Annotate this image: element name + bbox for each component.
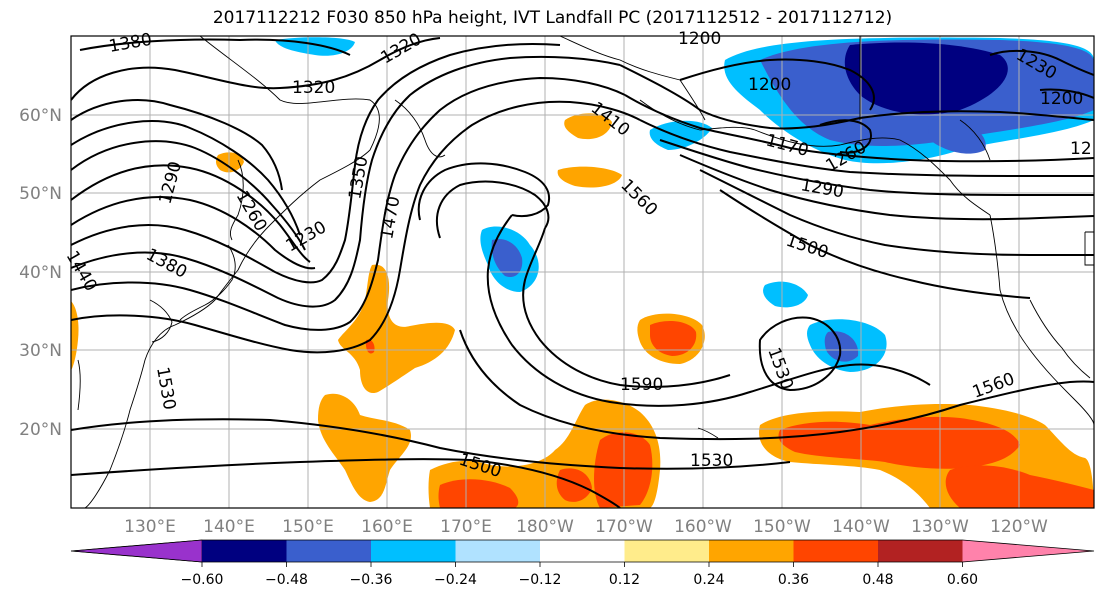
lat-label: 20°N: [19, 420, 62, 440]
lon-label: 150°W: [753, 517, 811, 537]
colorbar-tick: 0.48: [862, 572, 893, 588]
colorbar-segment: [286, 540, 371, 562]
map-title: 2017112212 F030 850 hPa height, IVT Land…: [212, 8, 893, 28]
lat-label: 60°N: [19, 106, 62, 126]
contour-label: 1590: [620, 375, 663, 395]
lon-label: 160°E: [361, 517, 413, 537]
lon-label: 170°W: [595, 517, 653, 537]
lon-label: 160°W: [674, 517, 732, 537]
lon-label: 140°E: [203, 517, 255, 537]
colorbar-tick: 0.60: [947, 572, 978, 588]
lat-label: 50°N: [19, 184, 62, 204]
colorbar: −0.60 −0.48 −0.36 −0.24 −0.12 0.12 0.24 …: [70, 539, 1095, 588]
lon-axis: 130°E 140°E 150°E 160°E 170°E 180°W 170°…: [124, 517, 1048, 537]
lat-label: 30°N: [19, 341, 62, 361]
lon-label: 170°E: [440, 517, 492, 537]
colorbar-segment: [709, 540, 794, 562]
colorbar-segment: [202, 540, 287, 562]
contour-label: 1200: [1040, 89, 1083, 109]
colorbar-segment: [878, 540, 963, 562]
lat-label: 40°N: [19, 263, 62, 283]
ivt-shading: [71, 37, 1094, 508]
contour-label: 1200: [748, 75, 791, 95]
colorbar-tick: −0.24: [434, 572, 477, 588]
colorbar-tick: 0.36: [778, 572, 809, 588]
colorbar-tick: 0.12: [609, 572, 640, 588]
colorbar-tick: −0.12: [519, 572, 562, 588]
colorbar-tick: 0.24: [693, 572, 724, 588]
lat-axis: 60°N 50°N 40°N 30°N 20°N: [19, 106, 62, 440]
colorbar-max-extension: [962, 540, 1094, 562]
colorbar-min-extension: [70, 539, 203, 563]
lon-label: 120°W: [990, 517, 1048, 537]
lon-label: 130°W: [911, 517, 969, 537]
colorbar-tick: −0.36: [350, 572, 393, 588]
contour-label: 12: [1070, 139, 1092, 159]
lon-label: 130°E: [124, 517, 176, 537]
colorbar-segment: [455, 540, 540, 562]
map-frame: [70, 35, 1095, 509]
lon-label: 140°W: [832, 517, 890, 537]
lon-label: 150°E: [282, 517, 334, 537]
colorbar-segment: [540, 540, 625, 562]
contour-label: 1530: [690, 451, 733, 471]
colorbar-segment: [793, 540, 878, 562]
colorbar-segment: [371, 540, 456, 562]
lon-label: 180°W: [516, 517, 574, 537]
contour-label: 1320: [292, 78, 335, 98]
colorbar-tick: −0.48: [265, 572, 308, 588]
contour-label: 1200: [678, 29, 721, 49]
colorbar-tick: −0.60: [181, 572, 224, 588]
colorbar-segment: [624, 540, 709, 562]
height-contours: [71, 37, 1094, 508]
